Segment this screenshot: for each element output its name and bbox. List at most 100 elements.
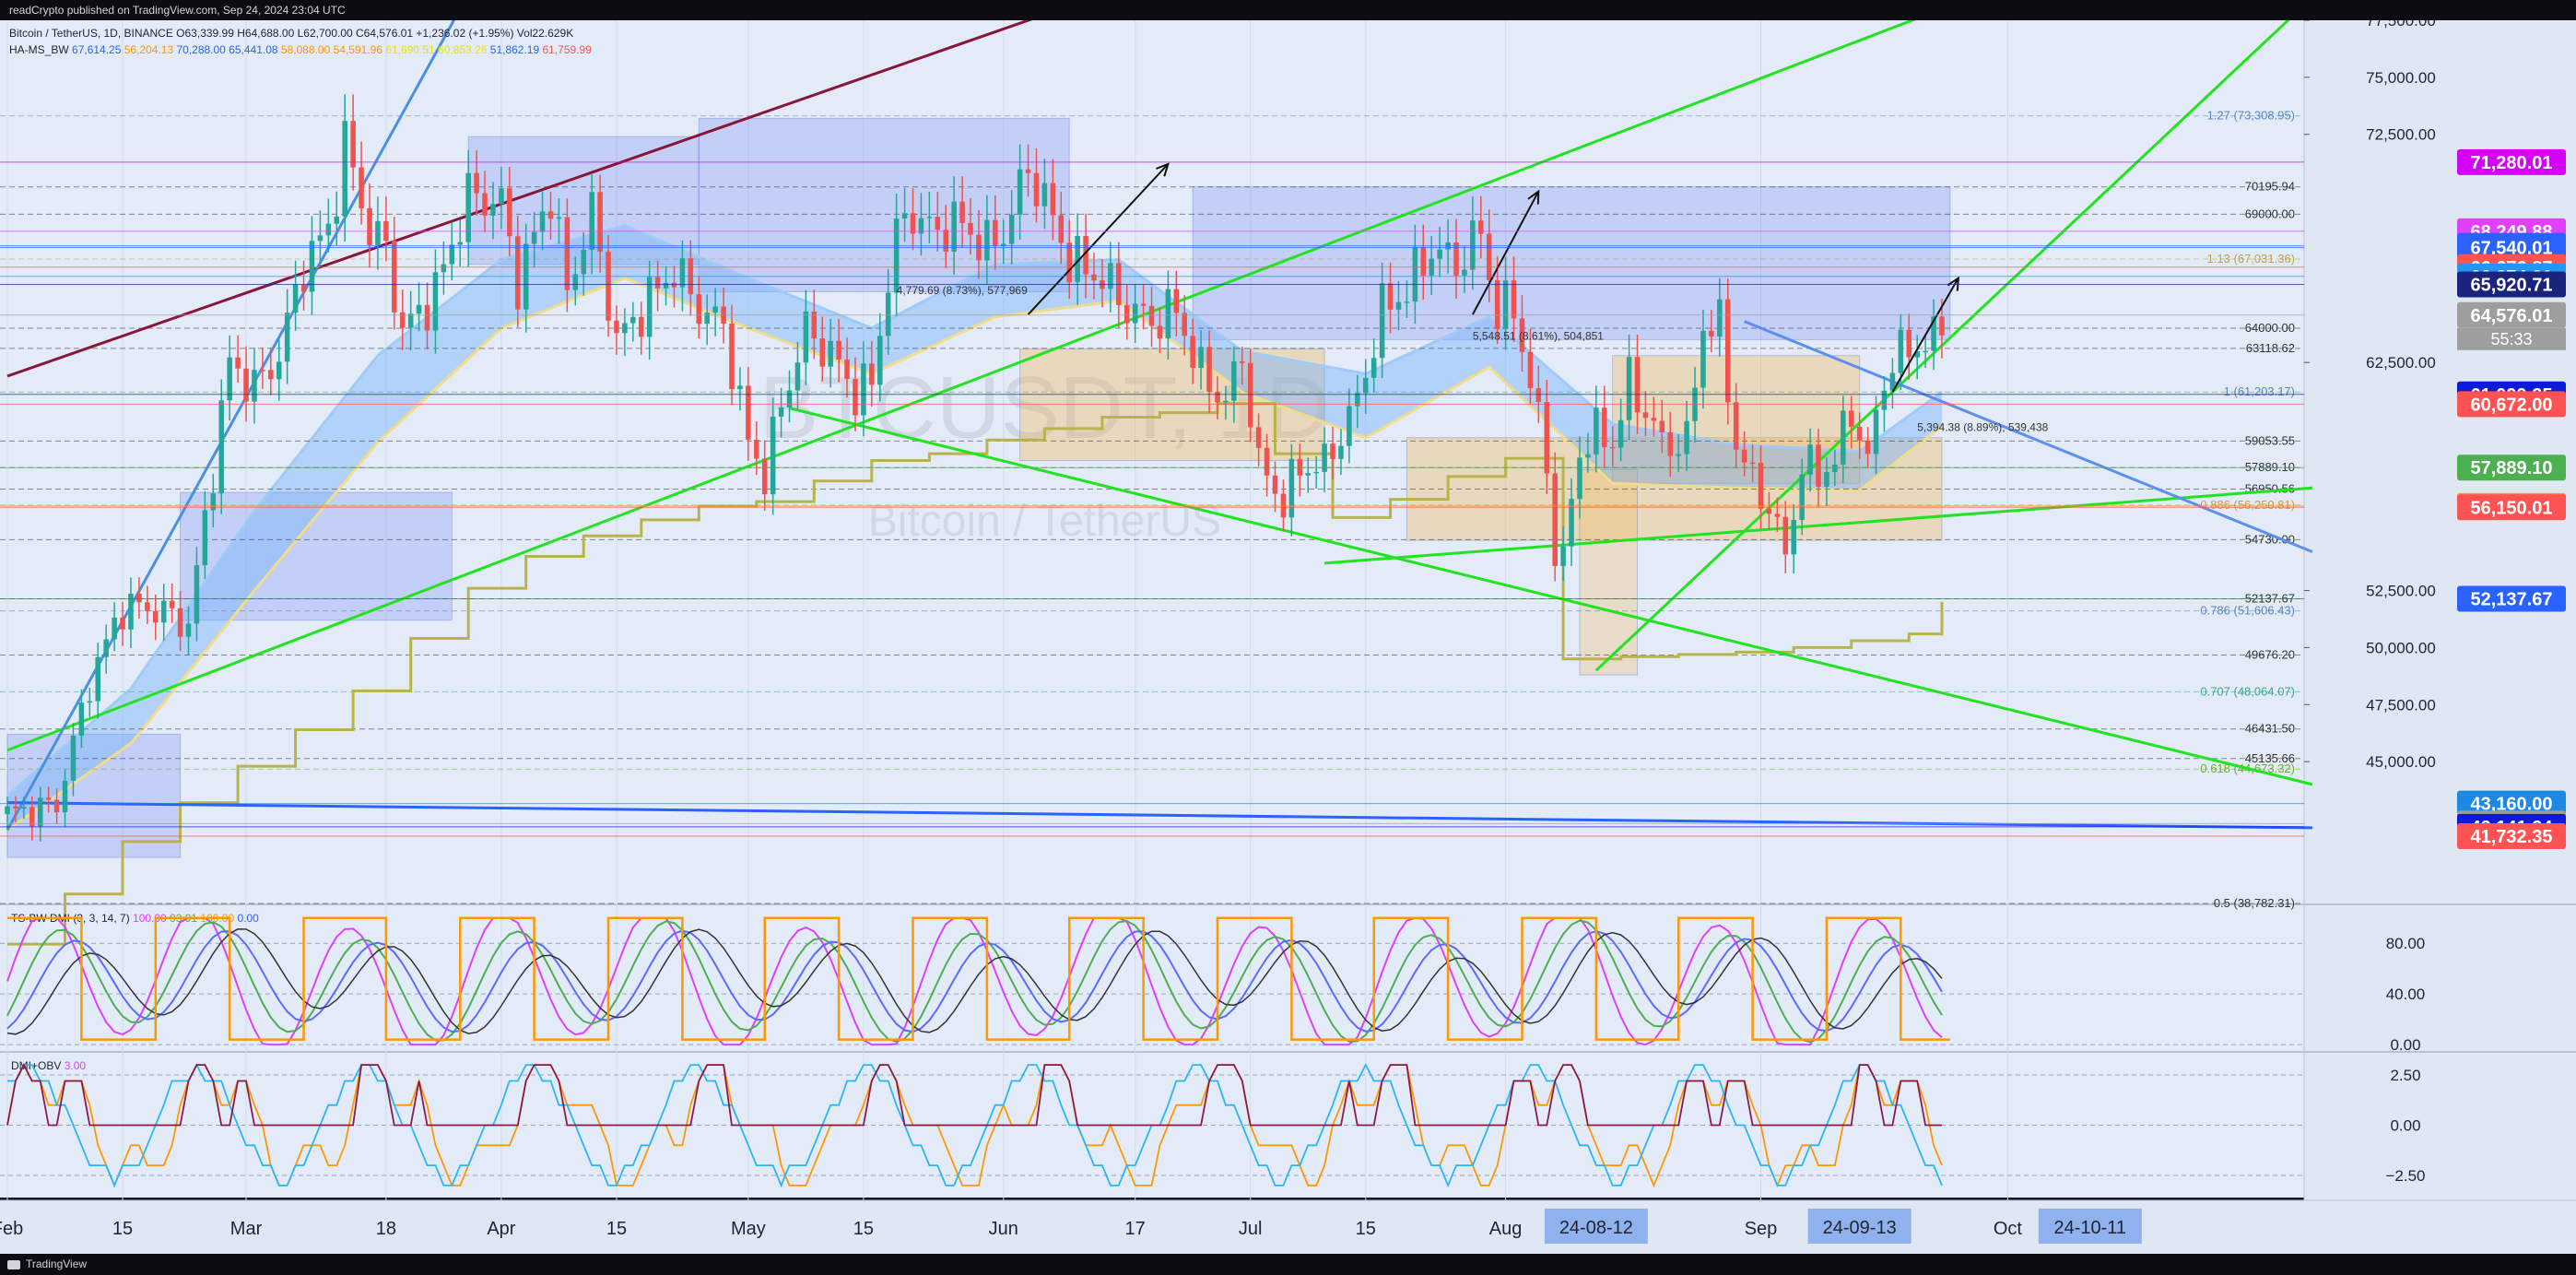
candle-body [1816,444,1821,487]
candle-body [853,379,858,416]
candle-body [1050,183,1056,216]
price-tick-label: 52,500.00 [2366,583,2436,600]
candle-body [1791,519,1796,555]
candle-body [1709,330,1714,337]
candle-body [169,600,175,608]
level-label: 63118.62 [2246,341,2295,355]
candle-body [95,656,101,702]
time-tick-label: 15 [1356,1219,1376,1239]
candle-body [539,211,546,232]
candle-body [482,193,488,216]
candle-body [893,218,900,293]
candle-body [778,407,784,417]
candle-body [630,316,636,324]
candle-body [53,799,60,813]
candle-body [1420,246,1427,276]
publish-text: readCrypto published on TradingView.com,… [9,4,346,17]
candle-body [45,797,52,800]
candle-body [1535,387,1542,403]
candle-body [1240,360,1245,363]
candle-body [145,602,150,611]
candle-body [1017,169,1023,215]
trendline-green-rising-2 [1323,486,2313,565]
candle-body [128,593,134,630]
time-tick-label: 15 [606,1219,627,1239]
time-tick-label: Mar [230,1219,263,1239]
time-badge-text: 24-09-13 [1823,1218,1897,1238]
time-tick-label: Jun [989,1219,1018,1239]
osc-line-blue [6,929,1943,1033]
candle-body [926,217,933,218]
candle-body [1527,351,1534,388]
candle-body [1008,214,1015,244]
candle-body [300,284,307,292]
candle-body [160,600,167,623]
time-badge [1544,1209,1648,1244]
candle-body [1511,280,1517,319]
obv-tick-label: −2.50 [2385,1167,2425,1185]
candle-body [547,211,554,219]
candle-body [1544,402,1550,474]
price-label-text: 57,889.10 [2471,458,2553,478]
candle-body [1355,393,1360,407]
candle-body [943,230,949,252]
candle-body [1288,458,1295,518]
candle-body [1182,313,1188,336]
candle-body [457,242,464,245]
time-tick-label: 15 [112,1219,133,1239]
candle-body [243,368,249,402]
candle-body [202,510,208,566]
zone-box [1579,468,1639,676]
candle-body [78,702,85,736]
candle-body [515,236,521,310]
candle-body [1347,406,1352,446]
candle-body [1041,183,1048,207]
trendline-blue-falling [1744,320,2313,553]
time-tick-label: Oct [1994,1219,2023,1239]
candle-body [1684,420,1689,455]
level-label: 49676.20 [2245,647,2295,661]
trendline-green-rising-1 [6,7,1943,752]
candle-body [37,797,43,827]
level-label: 59053.55 [2245,433,2295,447]
price-label-text: 60,672.00 [2471,395,2553,415]
candle-body [441,264,447,273]
time-tick-label: 18 [376,1219,396,1239]
candle-body [1404,301,1410,303]
candle-body [1766,508,1772,514]
candle-body [1453,242,1459,276]
time-badge-text: 24-08-12 [1559,1218,1633,1238]
candle-body [1305,473,1312,476]
candle-body [622,323,628,334]
time-tick-label: 15 [853,1219,874,1239]
arrow-head [1156,162,1170,177]
candle-body [1807,444,1813,475]
candle-body [120,617,125,630]
zone-box [1192,186,1951,340]
level-label: 1.13 (67,031.36) [2207,252,2295,266]
candle-body [679,258,686,288]
candle-body [1881,390,1888,410]
candle-body [1190,336,1195,369]
candle-body [112,617,117,640]
level-label: 1.27 (73,308.95) [2207,109,2295,123]
time-tick-label: Sep [1745,1219,1778,1239]
candle-body [993,219,998,246]
candle-body [729,324,735,390]
candle-body [1914,350,1920,358]
candle-body [1873,409,1879,455]
level-label: 69000.00 [2245,207,2295,220]
candle-body [737,385,743,390]
candle-body [951,201,957,252]
candle-body [1617,419,1624,448]
price-tick-label: 62,500.00 [2366,354,2436,372]
candle-body [836,340,841,360]
candle-body [1025,169,1031,173]
obv-line-orange [6,1063,1943,1188]
candle-body [819,338,826,367]
candle-body [1832,464,1838,473]
candle-body [375,220,381,245]
